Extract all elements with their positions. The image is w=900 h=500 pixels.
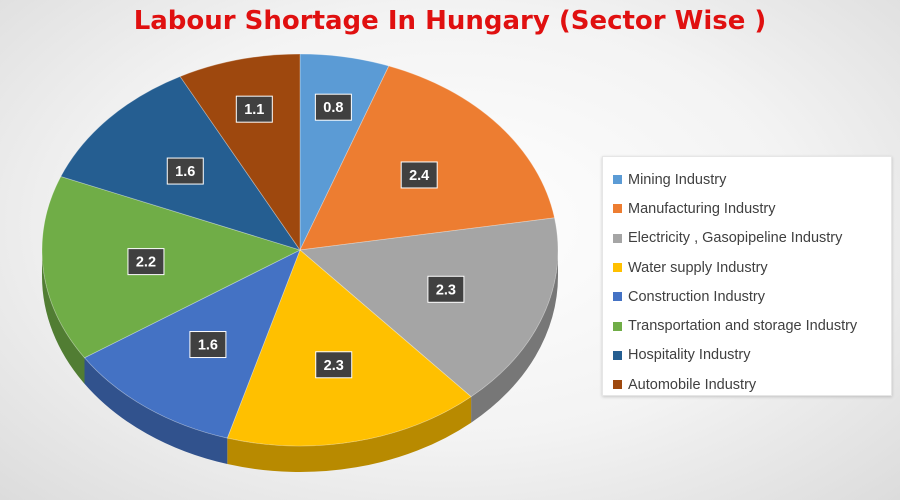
data-label-text: 2.2 bbox=[136, 255, 156, 271]
data-label-text: 1.6 bbox=[175, 164, 195, 180]
data-label-box bbox=[166, 157, 204, 185]
pie-slice-1 bbox=[299, 65, 555, 251]
pie-slice-3 bbox=[226, 249, 472, 447]
data-label-0: 0.8 bbox=[314, 93, 352, 121]
legend-item: Automobile Industry bbox=[613, 370, 891, 399]
pie-slice-side-4 bbox=[84, 357, 228, 465]
data-label-text: 2.3 bbox=[324, 358, 344, 374]
data-label-text: 2.3 bbox=[436, 282, 456, 298]
legend-label: Manufacturing Industry bbox=[628, 200, 776, 217]
data-label-box bbox=[235, 95, 273, 123]
legend-item: Mining Industry bbox=[613, 165, 891, 194]
legend-item: Construction Industry bbox=[613, 282, 891, 311]
data-label-4: 1.6 bbox=[189, 331, 227, 359]
data-label-6: 1.6 bbox=[166, 157, 204, 185]
legend: Mining Industry Manufacturing Industry Ele… bbox=[602, 156, 892, 396]
data-label-text: 0.8 bbox=[323, 100, 343, 116]
data-label-box bbox=[427, 275, 465, 303]
legend-label: Electricity , Gasopipeline Industry bbox=[628, 230, 843, 247]
legend-item: Transportation and storage Industry bbox=[613, 311, 891, 340]
pie-slice-2 bbox=[299, 217, 559, 398]
data-label-box bbox=[400, 161, 438, 189]
data-label-3: 2.3 bbox=[315, 351, 353, 379]
legend-label: Automobile Industry bbox=[628, 376, 757, 393]
pie-slice-5 bbox=[41, 176, 302, 359]
legend-swatch bbox=[613, 233, 622, 243]
legend-swatch bbox=[613, 350, 622, 360]
legend-swatch bbox=[613, 380, 622, 390]
legend-label: Construction Industry bbox=[628, 288, 766, 305]
chart-title: Labour Shortage In Hungary (Sector Wise … bbox=[133, 6, 767, 36]
legend-item: Electricity , Gasopipeline Industry bbox=[613, 224, 891, 253]
legend-item: Hospitality Industry bbox=[613, 341, 891, 370]
data-label-2: 2.3 bbox=[427, 275, 465, 303]
pie-slice-side-2 bbox=[471, 250, 558, 423]
legend-item: Manufacturing Industry bbox=[613, 194, 891, 223]
legend-label: Mining Industry bbox=[628, 171, 727, 188]
legend-swatch bbox=[613, 321, 622, 331]
legend-item: Water supply Industry bbox=[613, 253, 891, 282]
legend-label: Hospitality Industry bbox=[628, 347, 751, 364]
data-label-box bbox=[189, 331, 227, 359]
data-label-text: 2.4 bbox=[409, 168, 429, 184]
pie-slice-side-3 bbox=[227, 396, 472, 472]
data-label-text: 1.6 bbox=[198, 338, 218, 354]
data-label-text: 1.1 bbox=[244, 102, 264, 118]
legend-swatch bbox=[613, 292, 622, 302]
legend-label: Transportation and storage Industry bbox=[628, 318, 858, 335]
legend-swatch bbox=[613, 175, 622, 185]
pie-slice-side-5 bbox=[42, 250, 85, 384]
data-label-box bbox=[315, 351, 353, 379]
legend-swatch bbox=[613, 263, 622, 273]
legend-label: Water supply Industry bbox=[628, 259, 768, 276]
data-label-5: 2.2 bbox=[127, 248, 165, 276]
data-label-7: 1.1 bbox=[235, 95, 273, 123]
legend-swatch bbox=[613, 204, 622, 214]
data-label-box bbox=[127, 248, 165, 276]
data-label-1: 2.4 bbox=[400, 161, 438, 189]
data-label-box bbox=[314, 93, 352, 121]
